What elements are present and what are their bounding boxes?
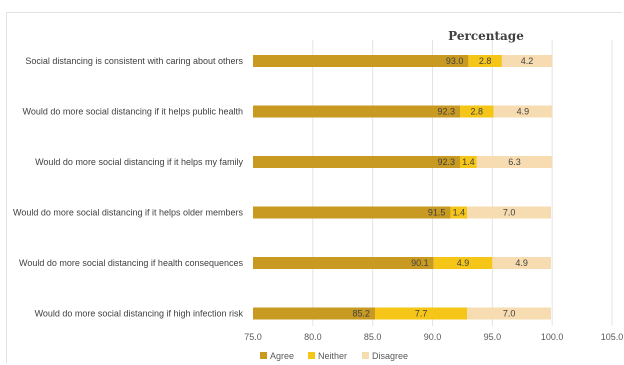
- data-label: 4.9: [515, 258, 528, 268]
- data-label: 1.4: [462, 157, 475, 167]
- bar-segment-disagree: [493, 105, 553, 118]
- legend-label: Disagree: [372, 351, 408, 361]
- x-axis-ticks: 75.0 80.0 85.0 90.0 95.0 100.0 105.0: [244, 332, 623, 342]
- bar-segment-agree: [253, 105, 461, 118]
- category-label: Social distancing is consistent with car…: [25, 56, 243, 66]
- category-label: Would do more social distancing if it he…: [13, 208, 243, 218]
- data-label: 7.7: [415, 309, 428, 319]
- legend: Agree Neither Disagree: [260, 351, 408, 361]
- data-label: 93.0: [446, 56, 464, 66]
- x-tick-label: 100.0: [541, 332, 564, 342]
- category-label: Would do more social distancing if it he…: [23, 107, 243, 117]
- category-label: Would do more social distancing if it he…: [35, 157, 243, 167]
- x-tick-label: 90.0: [424, 332, 442, 342]
- data-label: 2.8: [471, 107, 484, 117]
- bar-segment-agree: [253, 307, 376, 320]
- bar-segment-agree: [253, 206, 451, 219]
- chart-frame: [6, 12, 622, 363]
- data-label: 6.3: [508, 157, 521, 167]
- legend-swatch-agree: [260, 352, 267, 359]
- category-label: Would do more social distancing if high …: [35, 309, 244, 319]
- x-tick-label: 95.0: [484, 332, 502, 342]
- bar-segment-neither: [460, 156, 477, 168]
- category-labels: Social distancing is consistent with car…: [13, 56, 243, 319]
- data-label: 4.9: [517, 107, 530, 117]
- legend-label: Agree: [270, 351, 294, 361]
- bar-segment-neither: [375, 307, 468, 320]
- x-tick-label: 105.0: [601, 332, 624, 342]
- bar-segment-agree: [253, 156, 461, 168]
- bar-segment-disagree: [476, 156, 553, 168]
- bar-segment-disagree: [501, 55, 553, 67]
- data-label: 2.8: [479, 56, 492, 66]
- bar-segment-agree: [253, 55, 469, 67]
- chart-title: Percentage: [448, 29, 524, 43]
- bar-segment-disagree: [467, 206, 551, 219]
- bar-segment-neither: [460, 105, 494, 118]
- legend-label: Neither: [318, 351, 347, 361]
- data-label: 91.5: [428, 208, 446, 218]
- data-label: 85.2: [353, 309, 371, 319]
- data-label: 92.3: [437, 157, 455, 167]
- data-label: 7.0: [503, 208, 516, 218]
- data-label: 1.4: [453, 208, 466, 218]
- data-label: 7.0: [503, 309, 516, 319]
- x-tick-label: 80.0: [304, 332, 322, 342]
- legend-swatch-neither: [308, 352, 315, 359]
- legend-swatch-disagree: [362, 352, 369, 359]
- bar-segment-agree: [253, 257, 434, 269]
- bar-segment-disagree: [492, 257, 551, 269]
- bar-segment-neither: [450, 206, 468, 219]
- data-label: 92.3: [437, 107, 455, 117]
- data-label: 4.9: [457, 258, 470, 268]
- bar-group: 93.0 2.8 4.2 92.3 2.8 4.9 92.3 1.4 6.3 91.5 1.4 7.0…: [253, 55, 553, 320]
- x-tick-label: 75.0: [244, 332, 262, 342]
- bar-segment-neither: [468, 55, 502, 67]
- bar-segment-disagree: [467, 307, 551, 320]
- bar-segment-neither: [433, 257, 493, 269]
- data-label: 4.2: [521, 56, 534, 66]
- gridlines: [312, 40, 613, 326]
- category-label: Would do more social distancing if healt…: [19, 258, 243, 268]
- data-label: 90.1: [411, 258, 429, 268]
- x-tick-label: 85.0: [364, 332, 382, 342]
